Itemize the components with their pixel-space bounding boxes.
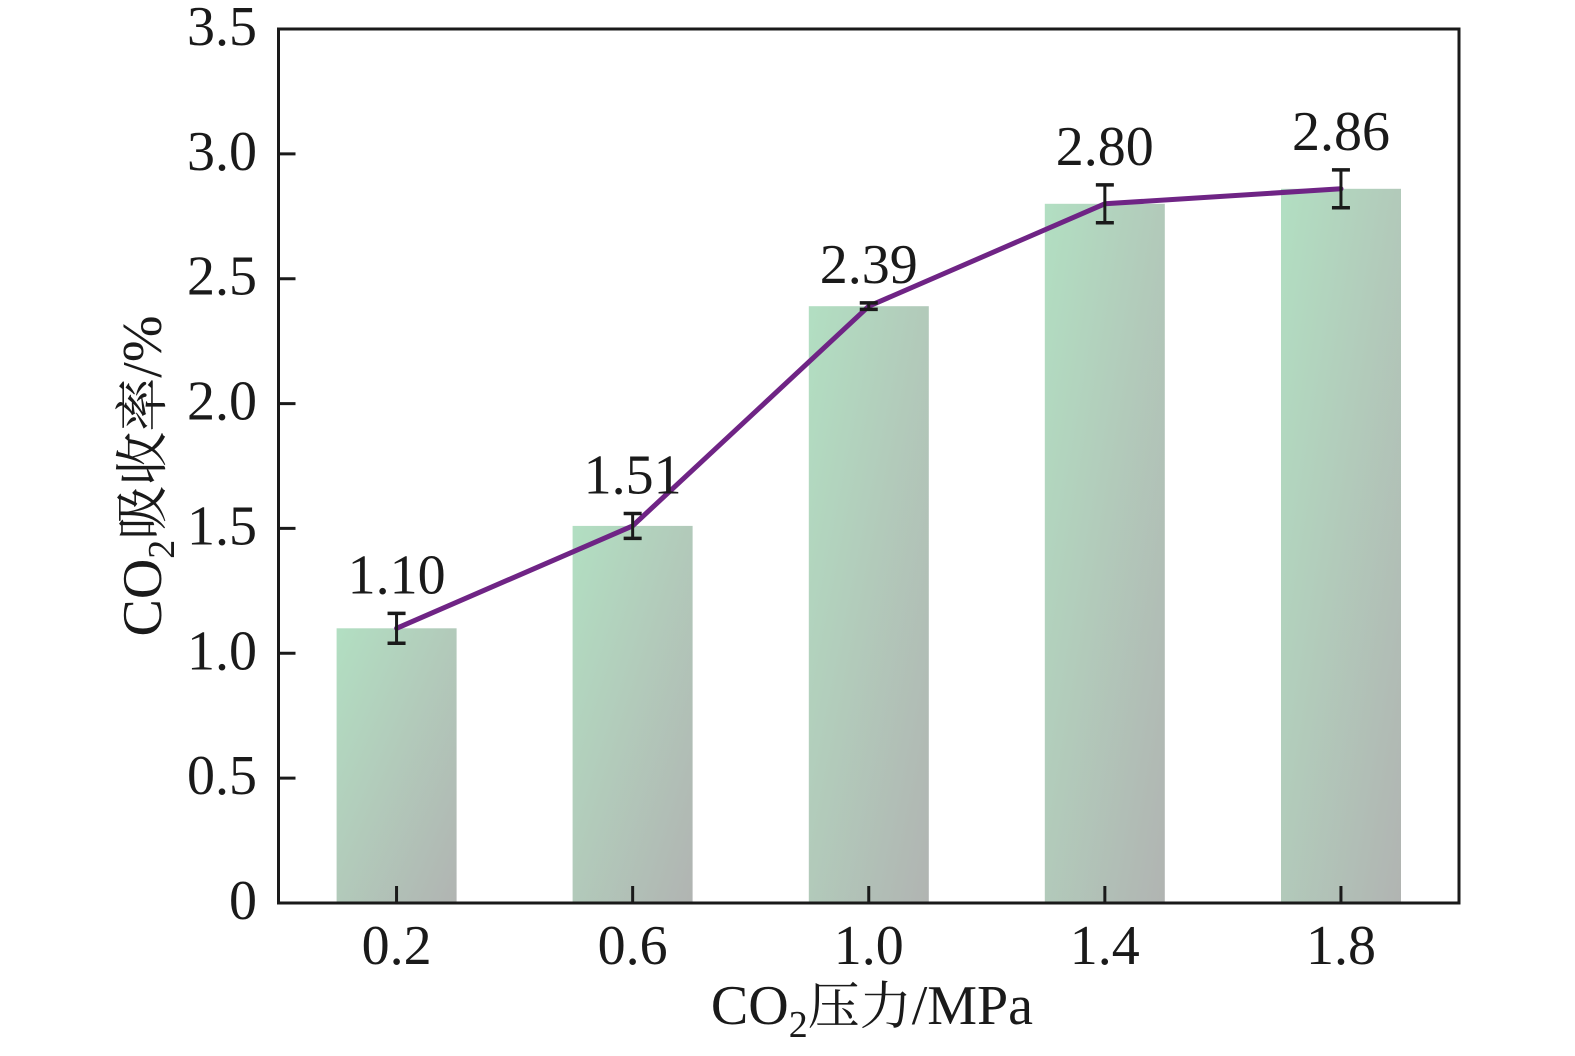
y-tick-label-0.5: 0.5: [187, 745, 257, 807]
cjk-glyph-u529b: [862, 980, 907, 1029]
y-axis-title: CO2 /%: [112, 315, 183, 636]
error-bar-0.6: [623, 511, 642, 541]
y-axis-title-segment: /%: [112, 315, 174, 377]
error-bar-1.4: [1095, 183, 1114, 225]
cjk-glyph-u538b: [809, 981, 858, 1029]
error-bars-layer: [387, 168, 1350, 646]
x-axis-title-segment: /MPa: [912, 975, 1033, 1037]
x-axis-title-segment: 2: [789, 1004, 808, 1046]
bar-1.4: [1044, 203, 1165, 904]
cjk-glyph-u7387: [115, 380, 166, 430]
bar-1.0: [808, 306, 929, 903]
y-tick-label-3.0: 3.0: [187, 121, 257, 183]
bars-layer: [336, 188, 1401, 904]
value-label-0.6: 1.51: [584, 444, 682, 506]
x-tick-label-0.6: 0.6: [598, 915, 668, 977]
cjk-glyph-u6536: [115, 433, 166, 483]
x-axis-title: CO 2/MPa: [711, 975, 1033, 1046]
value-label-1.0: 2.39: [820, 234, 918, 296]
axes-layer: [277, 27, 1461, 905]
y-tick-label-2.5: 2.5: [187, 246, 257, 308]
y-tick-label-1.5: 1.5: [187, 495, 257, 557]
error-bar-1.0: [859, 301, 878, 312]
text-layer: 0 0.5 1.0 1.5 2.0 2.5 3.0 3.5 0.2 0.6 1.0 1.4 1.8 1.1…: [112, 0, 1390, 1046]
error-bar-0.2: [387, 611, 406, 646]
x-tick-label-0.2: 0.2: [362, 915, 432, 977]
bar-0.2: [336, 628, 457, 903]
value-label-1.8: 2.86: [1292, 101, 1390, 163]
y-tick-label-1.0: 1.0: [187, 620, 257, 682]
bar-0.6: [572, 525, 693, 903]
y-tick-label-0: 0: [229, 870, 257, 932]
x-axis-title-segment: CO: [711, 975, 789, 1037]
x-tick-label-1.0: 1.0: [834, 915, 904, 977]
value-label-1.4: 2.80: [1056, 116, 1154, 178]
error-bar-1.8: [1331, 168, 1350, 210]
x-tick-label-1.4: 1.4: [1070, 915, 1140, 977]
y-axis-title-segment: 2: [141, 540, 183, 559]
y-axis-title-segment: CO: [112, 559, 174, 637]
value-label-0.2: 1.10: [348, 544, 446, 606]
cjk-glyph-u5438: [117, 487, 166, 536]
y-tick-label-2.0: 2.0: [187, 371, 257, 433]
y-tick-label-3.5: 3.5: [187, 0, 257, 58]
bar-1.8: [1281, 188, 1401, 904]
x-tick-label-1.8: 1.8: [1306, 915, 1376, 977]
